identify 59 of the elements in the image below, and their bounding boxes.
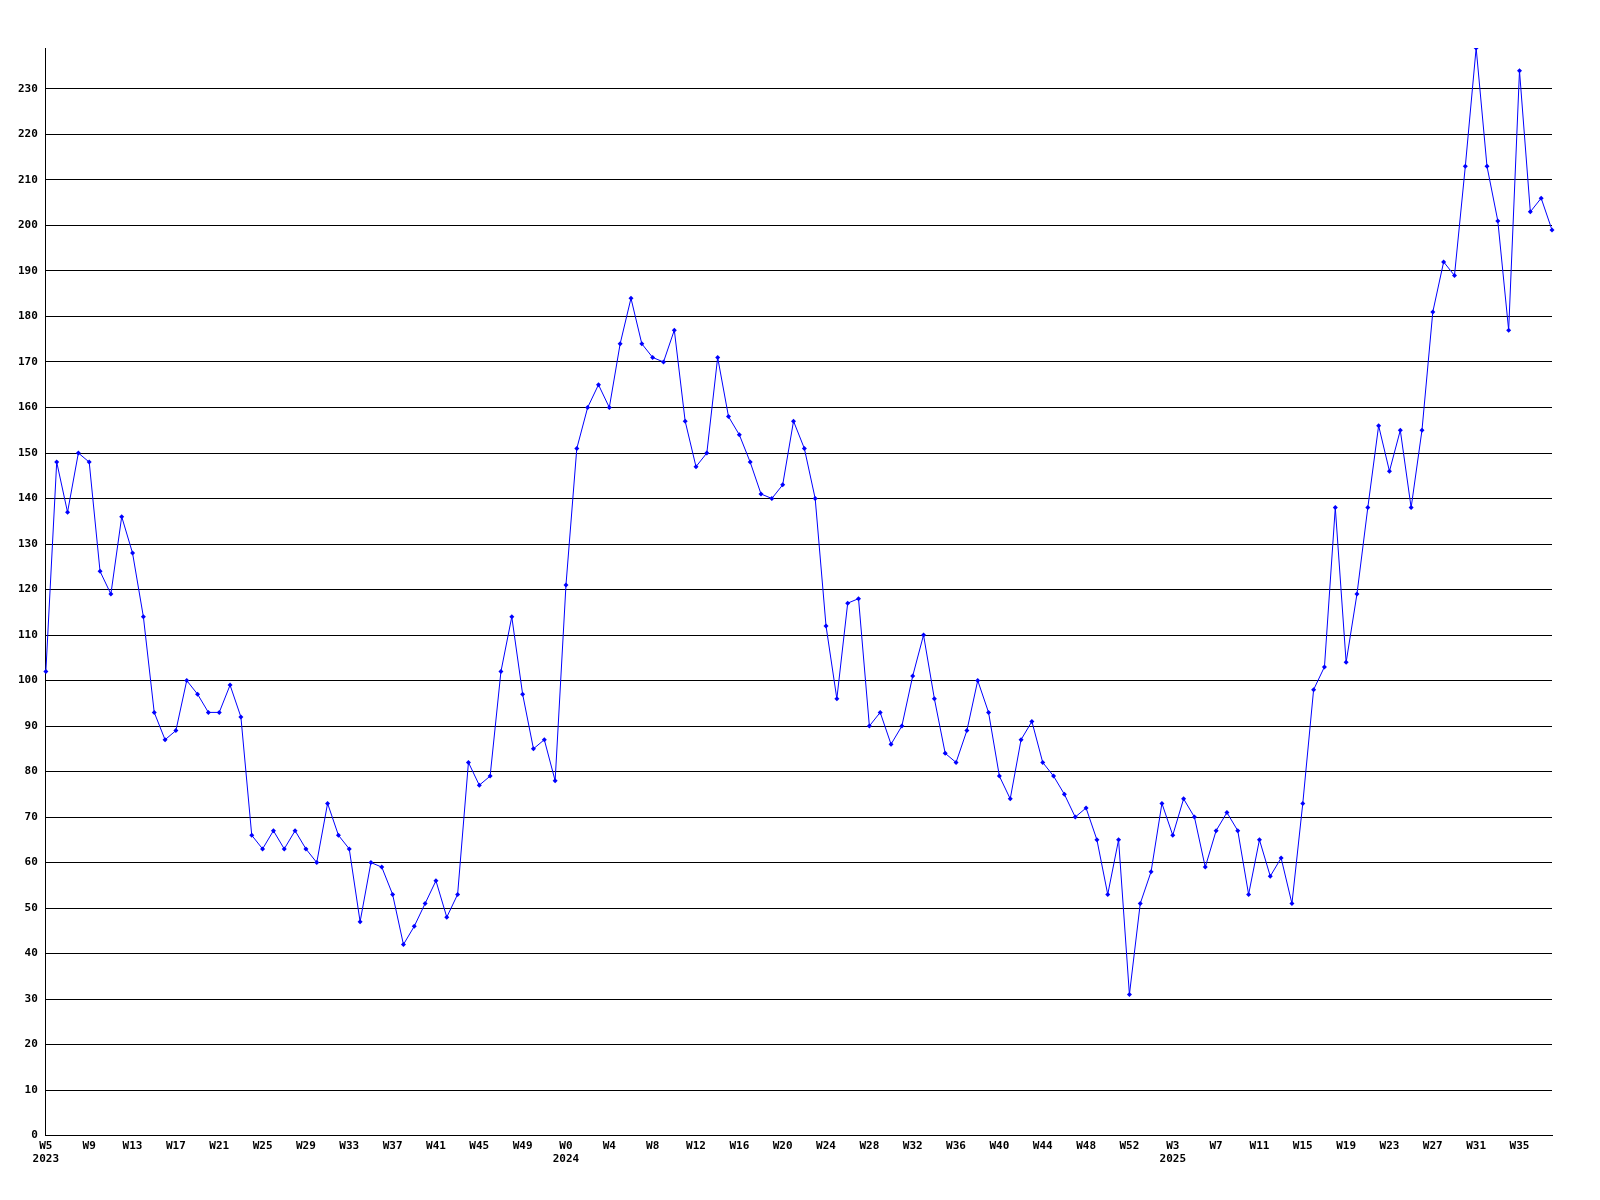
x-tick-label: W13 xyxy=(122,1139,143,1153)
y-tick-label: 230 xyxy=(17,81,38,95)
y-tick-label: 170 xyxy=(17,354,38,368)
x-tick-label: W41 xyxy=(426,1139,447,1153)
x-tick-label: W23 xyxy=(1379,1139,1400,1153)
x-tick-label: W4 xyxy=(602,1139,617,1153)
y-tick-label: 30 xyxy=(24,991,38,1005)
y-tick-label: 140 xyxy=(17,491,38,505)
x-tick-label: W27 xyxy=(1422,1139,1443,1153)
x-tick-label: W19 xyxy=(1336,1139,1357,1153)
x-tick-label: W48 xyxy=(1076,1139,1097,1153)
y-tick-label: 0 xyxy=(31,1128,38,1142)
x-tick-label: W44 xyxy=(1032,1139,1054,1153)
x-tick-label: W17 xyxy=(165,1139,186,1153)
y-tick-label: 60 xyxy=(24,855,38,869)
y-tick-label: 40 xyxy=(24,946,38,960)
y-tick-label: 200 xyxy=(17,218,38,232)
x-tick-label: W20 xyxy=(772,1139,793,1153)
y-tick-label: 110 xyxy=(17,627,38,641)
x-tick-label: W40 xyxy=(989,1139,1010,1153)
x-tick-label: W52 xyxy=(1119,1139,1140,1153)
x-tick-label: W49 xyxy=(512,1139,533,1153)
y-tick-label: 210 xyxy=(17,172,38,186)
x-tick-label: W36 xyxy=(946,1139,967,1153)
x-tick-label: W11 xyxy=(1249,1139,1270,1153)
x-tick-label: W45 xyxy=(469,1139,490,1153)
x-tick-label: W5 2023 xyxy=(32,1139,60,1166)
y-tick-label: 160 xyxy=(17,400,38,414)
x-tick-label: W9 xyxy=(82,1139,96,1153)
x-tick-label: W7 xyxy=(1209,1139,1223,1153)
x-tick-label: W12 xyxy=(686,1139,706,1153)
x-tick-label: W3 2025 xyxy=(1159,1139,1187,1166)
y-tick-label: 120 xyxy=(17,582,38,596)
x-tick-label: W15 xyxy=(1292,1139,1313,1153)
x-tick-label: W28 xyxy=(859,1139,880,1153)
x-tick-label: W35 xyxy=(1509,1139,1530,1153)
x-tick-label: W16 xyxy=(729,1139,750,1153)
x-tick-label: W37 xyxy=(382,1139,403,1153)
y-tick-label: 10 xyxy=(24,1082,38,1096)
x-tick-label: W25 xyxy=(252,1139,273,1153)
x-tick-label: W32 xyxy=(902,1139,923,1153)
x-tick-label: W29 xyxy=(295,1139,316,1153)
y-tick-label: 130 xyxy=(17,536,38,550)
x-tick-label: W0 2024 xyxy=(552,1139,580,1166)
x-tick-label: W21 xyxy=(209,1139,230,1153)
x-tick-label: W31 xyxy=(1466,1139,1487,1153)
y-tick-label: 20 xyxy=(24,1037,38,1051)
y-tick-label: 50 xyxy=(24,900,38,914)
y-tick-label: 70 xyxy=(24,809,38,823)
y-tick-label: 220 xyxy=(17,127,38,141)
y-tick-label: 180 xyxy=(17,309,38,323)
y-tick-label: 150 xyxy=(17,445,38,459)
y-tick-label: 100 xyxy=(17,673,38,687)
y-tick-label: 190 xyxy=(17,263,38,277)
x-tick-label: W8 xyxy=(646,1139,660,1153)
y-tick-label: 90 xyxy=(24,718,38,732)
x-tick-label: W24 xyxy=(816,1139,837,1153)
x-tick-label: W33 xyxy=(339,1139,360,1153)
y-tick-label: 80 xyxy=(24,764,38,778)
